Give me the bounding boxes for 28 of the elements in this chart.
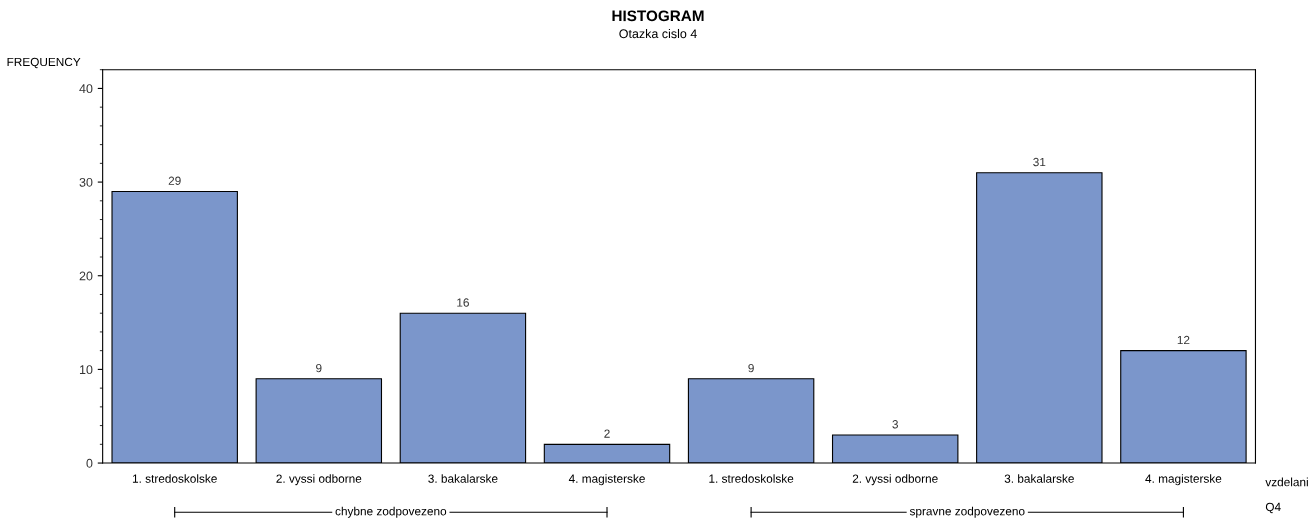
x-tick-label: 4. magisterske: [568, 474, 645, 486]
y-tick-label: 10: [79, 365, 93, 375]
chart-subtitle: Otazka cislo 4: [619, 28, 697, 39]
data-label: 9: [748, 363, 754, 373]
text: vzdelani: [1265, 477, 1308, 487]
text: spravne zodpovezeno: [909, 506, 1025, 518]
data-label: 12: [1177, 335, 1190, 345]
data-label: 16: [457, 298, 469, 307]
x-tick-label: 3. bakalarske: [1004, 474, 1074, 483]
data-label: 9: [316, 363, 322, 373]
y-tick-label: 0: [86, 458, 93, 468]
x-tick-label: 3. bakalarske: [428, 474, 498, 483]
text: Q4: [1265, 502, 1281, 514]
x-tick-label: 4. magisterske: [1145, 474, 1222, 486]
data-label: 3: [892, 420, 898, 429]
data-label: 2: [604, 429, 610, 438]
y-tick-label: 20: [79, 271, 93, 281]
x-tick-label: 1. stredoskolske: [709, 474, 794, 483]
y-tick-label: 30: [79, 177, 93, 187]
y-axis-title: FREQUENCY: [7, 57, 81, 69]
y-tick-label: 40: [79, 84, 93, 94]
chart-title: HISTOGRAM: [612, 10, 704, 22]
x-tick-label: 2. vyssi odborne: [276, 474, 362, 486]
data-label: 29: [168, 176, 181, 185]
x-tick-label: 2. vyssi odborne: [852, 474, 938, 486]
x-tick-label: 1. stredoskolske: [132, 474, 217, 483]
text: chybne zodpovezeno: [335, 506, 447, 518]
data-label: 31: [1033, 157, 1046, 167]
